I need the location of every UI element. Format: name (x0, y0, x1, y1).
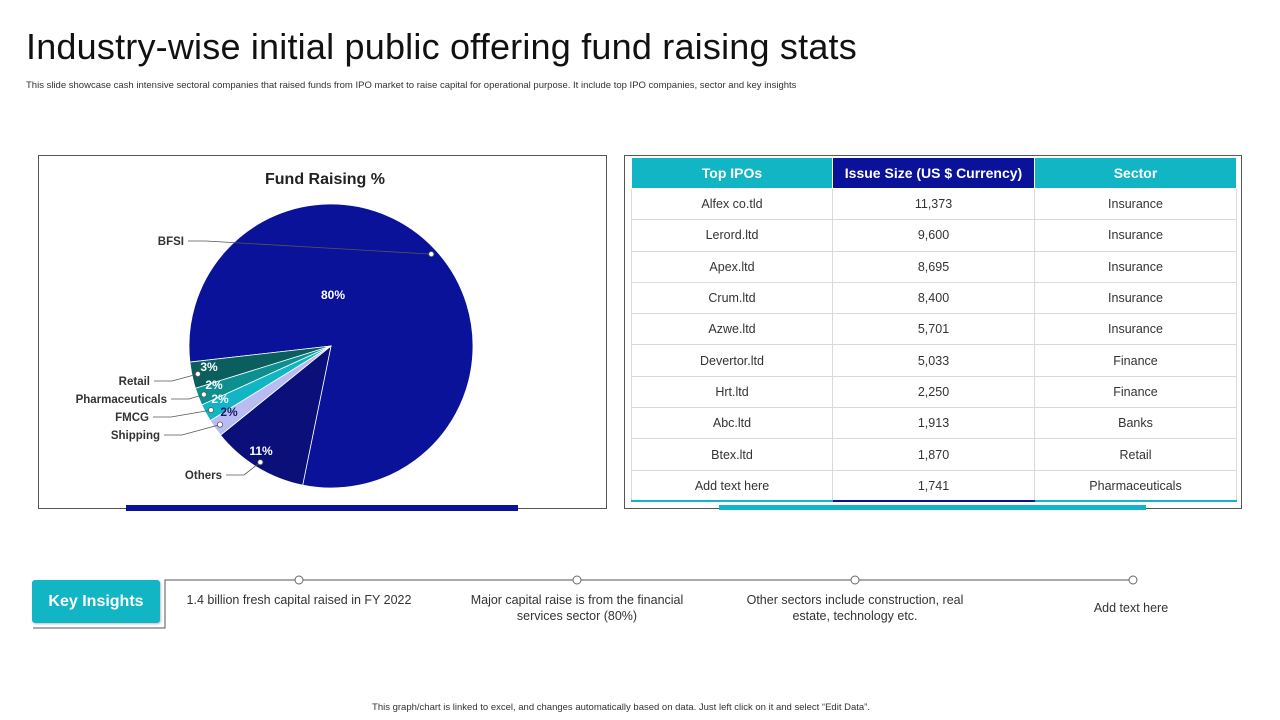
insight-item[interactable]: Add text here (1093, 601, 1169, 615)
cell-company: Hrt.ltd (631, 375, 833, 409)
cell-sector: Retail (1034, 438, 1237, 471)
leader-dot (257, 459, 264, 466)
leader-line (171, 394, 205, 400)
page-subtitle: This slide showcase cash intensive secto… (26, 80, 797, 91)
slice-name-label: Retail (119, 376, 150, 388)
timeline-dot (294, 575, 304, 585)
cell-sector: Insurance (1034, 219, 1237, 252)
timeline-dot (1128, 575, 1138, 585)
leader-line (188, 240, 432, 255)
table-row: Lerord.ltd 9,600 Insurance (631, 219, 1237, 252)
leader-dot (428, 251, 435, 258)
table-row: Alfex co.tld 11,373 Insurance (631, 187, 1237, 221)
header-issue-size: Issue Size (US $ Currency) (832, 157, 1035, 189)
leader-dot (194, 370, 201, 377)
cell-sector: Pharmaceuticals (1034, 469, 1237, 503)
chart-title: Fund Raising % (265, 171, 385, 188)
pie-chart: Fund Raising % 80%11%2%2%2%3% BFSIOthers… (76, 171, 474, 489)
slice-name-label: FMCG (115, 412, 149, 424)
leader-dot (216, 421, 223, 428)
cell-sector: Banks (1034, 407, 1237, 440)
header-top-ipos: Top IPOs (631, 157, 833, 189)
slice-name-label: BFSI (158, 236, 184, 248)
insight-item: 1.4 billion fresh capital raised in FY 2… (186, 593, 412, 607)
insight-item: Major capital raise is from the financia… (470, 593, 684, 623)
table-row: Azwe.ltd 5,701 Insurance (631, 313, 1237, 346)
cell-issue-size: 9,600 (832, 219, 1035, 252)
slice-value-label: 2% (205, 378, 223, 392)
header-sector: Sector (1034, 157, 1237, 189)
table-row: Apex.ltd 8,695 Insurance (631, 250, 1237, 283)
cell-company: Crum.ltd (631, 281, 833, 315)
table-row: Devertor.ltd 5,033 Finance (631, 344, 1237, 377)
cell-company[interactable]: Add text here (631, 469, 833, 503)
table-row: Hrt.ltd 2,250 Finance (631, 375, 1237, 409)
leader-dot (207, 407, 214, 414)
slice-name-label: Others (185, 470, 222, 482)
cell-issue-size: 8,695 (832, 250, 1035, 283)
slice-name-label: Pharmaceuticals (76, 394, 167, 406)
cell-company: Devertor.ltd (631, 344, 833, 377)
table-accent-bar (719, 505, 1146, 510)
table-row: Add text here 1,741 Pharmaceuticals (631, 469, 1237, 503)
slice-value-label: 3% (200, 360, 218, 374)
cell-company: Btex.ltd (631, 438, 833, 471)
cell-sector: Finance (1034, 344, 1237, 377)
cell-sector: Insurance (1034, 187, 1237, 221)
slice-name-label: Shipping (111, 430, 160, 442)
ipo-table: Top IPOs Issue Size (US $ Currency) Sect… (631, 157, 1237, 503)
cell-sector: Finance (1034, 375, 1237, 409)
cell-issue-size: 1,870 (832, 438, 1035, 471)
cell-issue-size: 8,400 (832, 281, 1035, 315)
slice-value-label: 2% (220, 405, 238, 419)
cell-company: Azwe.ltd (631, 313, 833, 346)
cell-company: Lerord.ltd (631, 219, 833, 252)
leader-line (154, 373, 199, 382)
leader-line (153, 409, 212, 418)
chart-accent-bar (126, 505, 518, 511)
cell-sector: Insurance (1034, 250, 1237, 283)
leader-line (226, 461, 261, 476)
insights-timeline (33, 575, 1138, 629)
cell-issue-size: 1,741 (832, 469, 1035, 503)
leader-line (164, 424, 221, 436)
slice-value-label: 80% (321, 288, 345, 302)
table-row: Btex.ltd 1,870 Retail (631, 438, 1237, 471)
table-header-row: Top IPOs Issue Size (US $ Currency) Sect… (631, 157, 1237, 189)
pie-slice-others[interactable] (219, 344, 332, 486)
key-insights-button[interactable]: Key Insights (32, 580, 160, 623)
slice-value-label: 2% (211, 392, 229, 406)
table-row: Abc.ltd 1,913 Banks (631, 407, 1237, 440)
timeline-dot (850, 575, 860, 585)
page-title: Industry-wise initial public offering fu… (26, 26, 857, 67)
cell-company: Abc.ltd (631, 407, 833, 440)
leader-dot (200, 391, 207, 398)
cell-sector: Insurance (1034, 281, 1237, 315)
cell-company: Alfex co.tld (631, 187, 833, 221)
cell-company: Apex.ltd (631, 250, 833, 283)
timeline-dot (572, 575, 582, 585)
table-row: Crum.ltd 8,400 Insurance (631, 281, 1237, 315)
cell-issue-size: 11,373 (832, 187, 1035, 221)
table-panel: Top IPOs Issue Size (US $ Currency) Sect… (624, 155, 1242, 509)
slice-value-label: 11% (249, 444, 273, 458)
cell-issue-size: 5,701 (832, 313, 1035, 346)
cell-sector: Insurance (1034, 313, 1237, 346)
insight-item: Other sectors include construction, real… (746, 593, 964, 623)
chart-panel[interactable]: Fund Raising % 80% 11% 2% 2% 2% 3% BFSI Others… (38, 155, 607, 509)
cell-issue-size: 5,033 (832, 344, 1035, 377)
cell-issue-size: 1,913 (832, 407, 1035, 440)
cell-issue-size: 2,250 (832, 375, 1035, 409)
timeline-line (33, 579, 1133, 629)
footer-note: This graph/chart is linked to excel, and… (372, 702, 870, 713)
